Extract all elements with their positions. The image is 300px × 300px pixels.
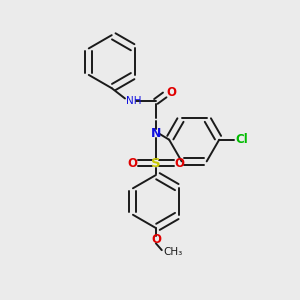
Text: S: S [151, 157, 161, 170]
Text: CH₃: CH₃ [163, 247, 182, 256]
Text: NH: NH [126, 96, 142, 106]
Text: O: O [166, 86, 176, 99]
Text: N: N [151, 127, 161, 140]
Text: Cl: Cl [236, 133, 248, 146]
Text: O: O [174, 157, 184, 170]
Text: O: O [151, 233, 161, 246]
Text: O: O [127, 157, 137, 170]
